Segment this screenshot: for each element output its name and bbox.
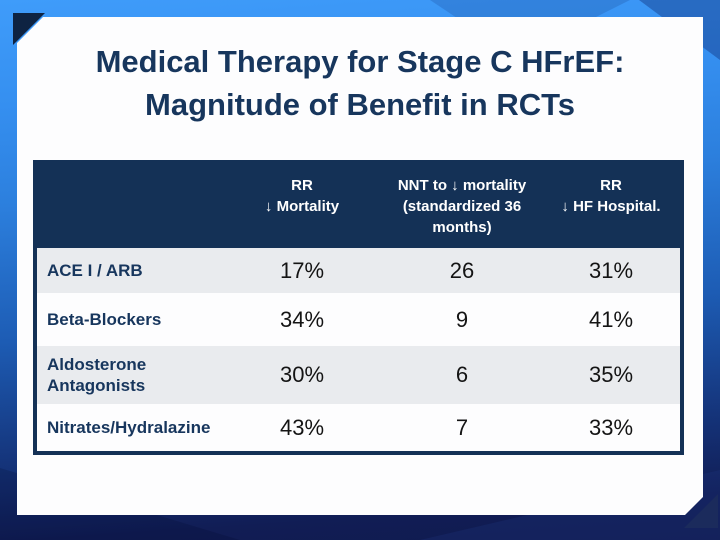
background-facet: [430, 0, 630, 20]
table-row: Nitrates/Hydralazine 43% 7 33%: [37, 404, 680, 451]
nnt-value: 26: [449, 257, 475, 283]
drug-label: Beta-Blockers: [47, 310, 162, 329]
rr-hf-hospital-value: 33%: [588, 414, 634, 440]
nnt-value: 6: [455, 362, 469, 387]
slide-title: Medical Therapy for Stage C HFrEF: Magni…: [17, 40, 703, 126]
rr-mortality-value: 17%: [279, 257, 325, 283]
drug-label: ACE I / ARB: [47, 261, 143, 280]
nnt-value: 9: [455, 306, 469, 332]
slide-title-line-2: Magnitude of Benefit in RCTs: [145, 87, 575, 122]
rr-mortality-value: 43%: [279, 414, 325, 440]
column-header-drug: [37, 164, 222, 248]
table-header-row: RR ↓ Mortality NNT to ↓ mortality (stand…: [37, 164, 680, 248]
drug-label: Nitrates/Hydralazine: [47, 418, 211, 437]
column-header-nnt: NNT to ↓ mortality (standardized 36 mont…: [397, 177, 527, 236]
rr-mortality-value: 30%: [279, 362, 325, 387]
table-row: ACE I / ARB 17% 26 31%: [37, 248, 680, 293]
column-header-rr-mortality: RR ↓ Mortality: [264, 177, 340, 215]
slide-title-line-1: Medical Therapy for Stage C HFrEF:: [95, 44, 625, 79]
rr-mortality-value: 34%: [279, 306, 325, 332]
table-row: Beta-Blockers 34% 9 41%: [37, 293, 680, 346]
table-row: Aldosterone Antagonists 30% 6 35%: [37, 346, 680, 404]
rr-hf-hospital-value: 35%: [588, 362, 634, 387]
benefit-table: RR ↓ Mortality NNT to ↓ mortality (stand…: [33, 160, 684, 455]
rr-hf-hospital-value: 31%: [588, 257, 634, 283]
nnt-value: 7: [455, 414, 469, 440]
column-header-rr-hf-hospital: RR ↓ HF Hospital.: [561, 177, 661, 215]
drug-label: Aldosterone Antagonists: [47, 355, 147, 395]
rr-hf-hospital-value: 41%: [588, 306, 634, 332]
